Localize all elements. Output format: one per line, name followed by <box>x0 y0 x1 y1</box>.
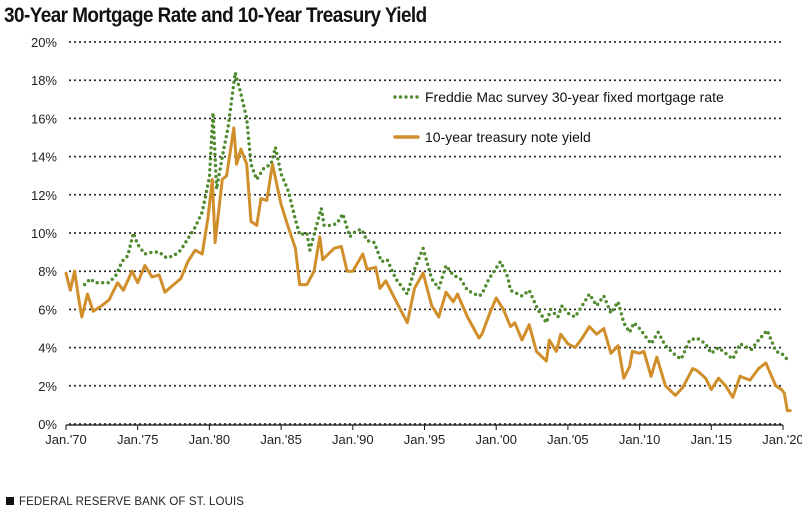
footer-text: FEDERAL RESERVE BANK OF ST. LOUIS <box>19 496 245 508</box>
y-tick-label: 4% <box>38 341 57 356</box>
x-tick-label: Jan.'70 <box>45 432 87 447</box>
x-tick-label: Jan.'05 <box>547 432 589 447</box>
x-tick-label: Jan.'10 <box>619 432 661 447</box>
footer-credit: FEDERAL RESERVE BANK OF ST. LOUIS <box>6 496 244 508</box>
x-tick-label: Jan.'75 <box>117 432 159 447</box>
y-tick-label: 0% <box>38 417 57 432</box>
y-tick-label: 2% <box>38 379 57 394</box>
y-tick-label: 10% <box>31 226 57 241</box>
x-tick-label: Jan.'80 <box>189 432 231 447</box>
x-tick-label: Jan.'85 <box>260 432 302 447</box>
x-tick-label: Jan.'00 <box>475 432 517 447</box>
treasury-yield-line <box>64 126 792 413</box>
chart-title: 30-Year Mortgage Rate and 10-Year Treasu… <box>4 4 427 27</box>
x-tick-label: Jan.'15 <box>691 432 733 447</box>
x-tick-label: Jan.'20 <box>762 432 802 447</box>
x-tick-label: Jan.'90 <box>332 432 374 447</box>
square-bullet-icon <box>6 497 14 505</box>
legend-label: Freddie Mac survey 30-year fixed mortgag… <box>425 89 724 105</box>
y-tick-label: 8% <box>38 264 57 279</box>
y-tick-label: 14% <box>31 150 57 165</box>
legend-label: 10-year treasury note yield <box>425 129 591 145</box>
y-tick-label: 12% <box>31 188 57 203</box>
mortgage-rate-line <box>82 70 791 363</box>
y-tick-label: 20% <box>31 35 57 50</box>
y-tick-label: 16% <box>31 111 57 126</box>
y-tick-label: 18% <box>31 73 57 88</box>
x-tick-label: Jan.'95 <box>404 432 446 447</box>
y-tick-label: 6% <box>38 302 57 317</box>
